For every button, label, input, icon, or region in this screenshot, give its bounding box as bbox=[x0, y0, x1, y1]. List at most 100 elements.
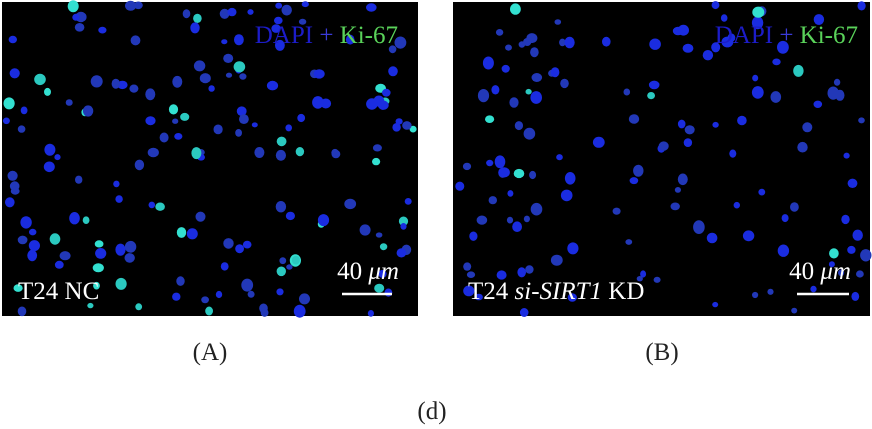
nucleus bbox=[299, 293, 310, 305]
nucleus bbox=[525, 265, 534, 274]
nucleus bbox=[65, 99, 73, 106]
nucleus bbox=[402, 121, 412, 130]
nucleus bbox=[220, 262, 229, 271]
scale-unit: μm bbox=[819, 258, 851, 285]
nucleus bbox=[477, 89, 490, 103]
nucleus bbox=[275, 149, 286, 161]
nucleus bbox=[49, 233, 61, 245]
nucleus bbox=[271, 24, 281, 33]
nucleus bbox=[550, 254, 563, 266]
nucleus bbox=[134, 159, 145, 171]
nucleus bbox=[409, 125, 417, 133]
nucleus bbox=[564, 172, 576, 185]
nucleus bbox=[400, 223, 407, 230]
nucleus bbox=[813, 100, 823, 109]
nucleus bbox=[225, 72, 233, 78]
nucleus bbox=[519, 308, 529, 317]
nucleus bbox=[239, 73, 247, 80]
micrograph-b bbox=[453, 2, 870, 316]
nucleus bbox=[462, 162, 472, 171]
nucleus bbox=[215, 290, 223, 299]
nucleus bbox=[17, 125, 26, 133]
nucleus bbox=[810, 285, 817, 293]
nucleus bbox=[648, 80, 660, 90]
nucleus bbox=[247, 290, 255, 298]
nucleus bbox=[463, 262, 472, 271]
nucleus bbox=[772, 58, 781, 66]
nucleus bbox=[791, 307, 798, 314]
nucleus bbox=[758, 188, 766, 196]
nucleus bbox=[317, 214, 330, 227]
figure-label: (d) bbox=[417, 398, 446, 425]
nucleus bbox=[111, 78, 121, 89]
nucleus bbox=[463, 285, 475, 297]
nucleus bbox=[802, 122, 813, 133]
scale-unit: μm bbox=[367, 258, 399, 285]
nucleus bbox=[517, 267, 526, 278]
stain-ki67: Ki-67 bbox=[800, 22, 858, 49]
nucleus bbox=[367, 310, 374, 317]
nucleus bbox=[851, 291, 860, 301]
nucleus bbox=[623, 88, 631, 96]
nucleus bbox=[285, 211, 295, 221]
nucleus bbox=[712, 301, 719, 308]
nucleus bbox=[67, 0, 79, 13]
nucleus bbox=[113, 180, 120, 188]
nucleus bbox=[359, 224, 371, 236]
nucleus bbox=[145, 88, 156, 101]
nucleus bbox=[59, 251, 71, 261]
nucleus bbox=[172, 118, 179, 124]
nucleus bbox=[13, 284, 23, 292]
nucleus bbox=[640, 270, 647, 278]
nucleus bbox=[737, 115, 747, 126]
nucleus bbox=[193, 60, 206, 72]
nucleus bbox=[199, 73, 211, 84]
nucleus bbox=[525, 88, 532, 95]
nucleus bbox=[485, 115, 495, 123]
nucleus bbox=[793, 64, 804, 77]
nucleus bbox=[706, 232, 718, 244]
nucleus bbox=[2, 117, 10, 125]
nucleus bbox=[509, 97, 519, 108]
nucleus bbox=[395, 118, 403, 125]
nucleus bbox=[320, 98, 332, 109]
nucleus bbox=[384, 288, 393, 297]
stain-dapi: DAPI bbox=[255, 22, 313, 49]
nucleus bbox=[847, 245, 856, 254]
nucleus bbox=[34, 73, 46, 86]
nucleus bbox=[592, 136, 605, 148]
nucleus bbox=[20, 106, 28, 115]
nucleus bbox=[286, 264, 293, 270]
nucleus bbox=[530, 47, 539, 58]
nucleus bbox=[628, 114, 640, 124]
nucleus bbox=[797, 141, 808, 153]
nucleus bbox=[223, 53, 234, 64]
nucleus bbox=[653, 276, 661, 283]
nucleus bbox=[506, 216, 514, 224]
nucleus bbox=[180, 112, 190, 121]
nucleus bbox=[702, 50, 714, 61]
nucleus bbox=[44, 87, 51, 96]
nucleus bbox=[396, 248, 407, 258]
nucleus bbox=[74, 23, 85, 32]
nucleus bbox=[466, 271, 476, 279]
nucleus bbox=[251, 122, 258, 128]
nucleus bbox=[54, 154, 61, 161]
nucleus bbox=[82, 216, 90, 224]
nucleus bbox=[858, 117, 865, 124]
nucleus bbox=[742, 230, 755, 242]
micrograph-a bbox=[2, 2, 418, 316]
nucleus bbox=[495, 29, 504, 36]
nucleus bbox=[135, 303, 143, 311]
nucleus bbox=[213, 124, 223, 135]
nucleus bbox=[366, 98, 378, 110]
nucleus bbox=[501, 64, 510, 73]
caption: T24 si-SIRT1 KD bbox=[468, 278, 644, 305]
nucleus bbox=[829, 248, 839, 259]
nucleus bbox=[276, 266, 286, 277]
nucleus bbox=[129, 84, 139, 93]
nucleus bbox=[275, 201, 287, 213]
caption-gene: si-SIRT1 bbox=[515, 278, 603, 305]
nucleus bbox=[159, 132, 169, 143]
nucleus bbox=[721, 36, 734, 48]
